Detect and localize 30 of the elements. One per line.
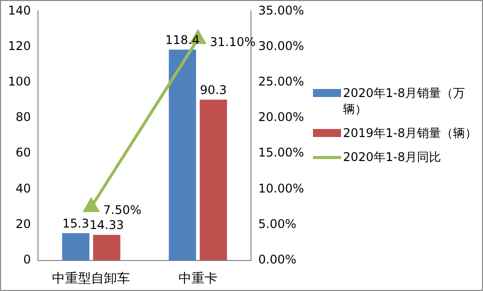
y2-tick-label: 10.00% (258, 181, 304, 196)
y-tick-label: 80 (16, 110, 31, 124)
data-label: 15.3 (62, 216, 90, 230)
y2-tick-label: 0.00% (258, 252, 296, 267)
bar (200, 100, 227, 260)
y2-tick-label: 25.00% (258, 74, 304, 89)
y-tick-label: 0 (23, 252, 31, 267)
legend-label: 2020年1-8月同比 (343, 149, 442, 165)
bar (168, 50, 196, 260)
y2-tick-label: 15.00% (258, 146, 304, 160)
y2-tick-label: 20.00% (258, 110, 304, 124)
y2-tick-label: 35.00% (258, 3, 304, 18)
data-label: 14.33 (90, 218, 124, 232)
y-tick-label: 140 (8, 3, 31, 18)
y2-tick-label: 5.00% (258, 216, 296, 231)
y-tick-label: 60 (16, 146, 31, 160)
bar (93, 234, 120, 260)
x-tick-label: 中重卡 (178, 272, 218, 287)
bar (62, 233, 90, 260)
legend-label: 2019年1-8月销量（辆） (343, 125, 478, 141)
legend-label: 2020年1-8月销量（万辆） (343, 85, 466, 117)
data-label: 90.3 (200, 82, 227, 97)
y2-tick-label: 30.00% (258, 38, 304, 53)
y-tick-label: 120 (8, 38, 31, 53)
data-label: 31.10% (210, 35, 256, 50)
y-tick-label: 40 (16, 181, 31, 196)
data-label: 7.50% (103, 203, 142, 218)
y-tick-label: 100 (8, 74, 31, 89)
x-tick-label: 中重型自卸车 (52, 272, 130, 287)
y-tick-label: 20 (16, 216, 31, 231)
